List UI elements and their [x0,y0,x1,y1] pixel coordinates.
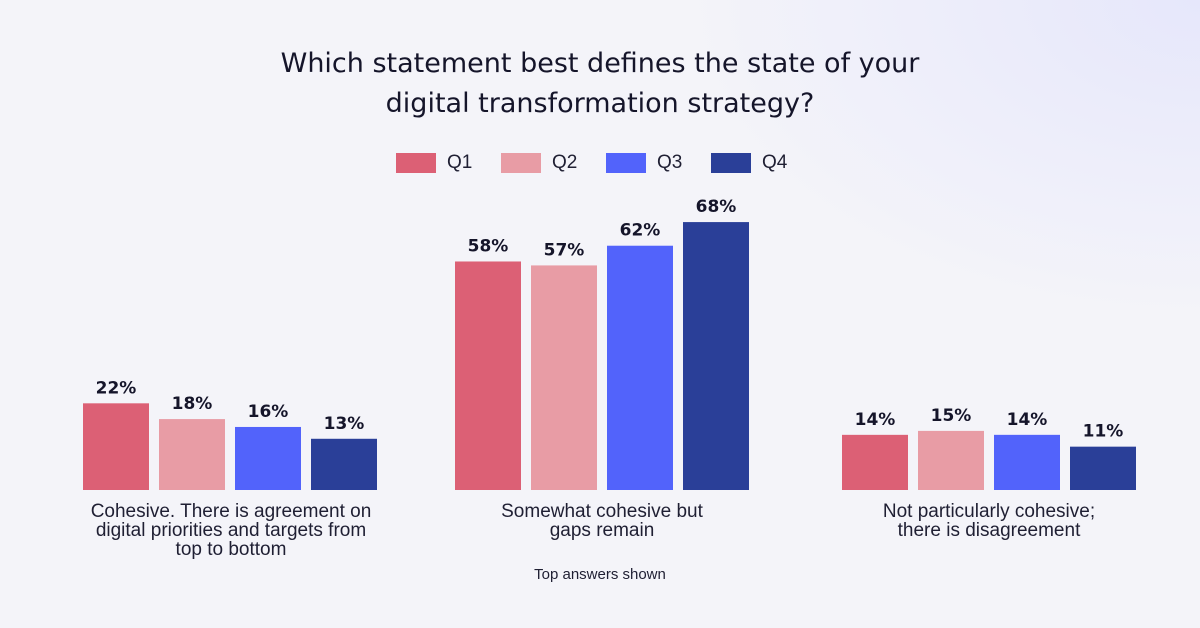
bar-not-cohesive-q4 [1070,446,1136,490]
chart-title-line-1: Which statement best defines the state o… [280,48,920,79]
data-label-not-cohesive-q1: 14% [855,410,896,430]
data-label-somewhat-cohesive-q1: 58% [468,236,509,256]
legend-swatch-q2 [501,153,541,173]
bar-not-cohesive-q2 [918,430,984,490]
data-label-cohesive-q3: 16% [248,402,289,422]
legend-label-q1: Q1 [447,152,473,173]
bar-cohesive-q2 [159,419,225,490]
data-label-somewhat-cohesive-q3: 62% [620,221,661,241]
legend-label-q2: Q2 [552,152,578,173]
bar-not-cohesive-q1 [842,434,908,490]
chart-title: Which statement best defines the state o… [200,44,1000,124]
category-label-cohesive-line-1: Cohesive. There is agreement on [90,501,372,522]
data-label-cohesive-q4: 13% [324,414,365,434]
data-label-not-cohesive-q3: 14% [1007,410,1048,430]
bar-somewhat-cohesive-q4 [683,222,749,490]
category-label-somewhat-line-1: Somewhat cohesive but [501,501,703,522]
data-label-not-cohesive-q4: 11% [1083,422,1124,442]
category-label-not-cohesive: Not particularly cohesive; there is disa… [816,502,1162,540]
bar-somewhat-cohesive-q1 [455,261,521,490]
data-label-cohesive-q1: 22% [96,378,137,398]
data-label-not-cohesive-q2: 15% [931,406,972,426]
bar-cohesive-q4 [311,438,377,490]
category-label-not-cohesive-line-2: there is disagreement [897,520,1081,541]
bar-cohesive-q3 [235,426,301,490]
legend-swatch-q1 [396,153,436,173]
bar-not-cohesive-q3 [994,434,1060,490]
legend: Q1 Q2 Q3 Q4 [0,150,1200,176]
legend-swatch-q4 [711,153,751,173]
data-label-somewhat-cohesive-q2: 57% [544,240,585,260]
category-label-cohesive: Cohesive. There is agreement on digital … [58,502,404,559]
bar-cohesive-q1 [83,403,149,490]
footnote: Top answers shown [534,566,666,583]
category-label-cohesive-line-3: top to bottom [175,539,287,560]
category-label-somewhat-cohesive: Somewhat cohesive but gaps remain [429,502,775,540]
category-label-somewhat-line-2: gaps remain [549,520,655,541]
data-label-cohesive-q2: 18% [172,394,213,414]
legend-swatch-q3 [606,153,646,173]
chart-title-line-2: digital transformation strategy? [385,88,815,119]
bar-somewhat-cohesive-q2 [531,265,597,490]
category-label-not-cohesive-line-1: Not particularly cohesive; [882,501,1096,522]
category-label-cohesive-line-2: digital priorities and targets from [95,520,367,541]
bar-somewhat-cohesive-q3 [607,245,673,490]
data-label-somewhat-cohesive-q4: 68% [696,197,737,217]
legend-label-q3: Q3 [657,152,683,173]
legend-label-q4: Q4 [762,152,788,173]
